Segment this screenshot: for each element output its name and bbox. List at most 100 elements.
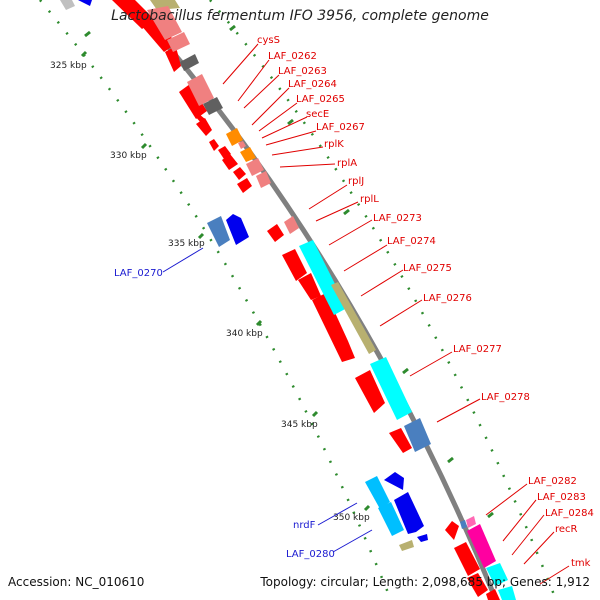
leader-line [237, 59, 270, 102]
gene-arrow [299, 240, 347, 315]
gene-arrow [284, 216, 299, 234]
gene-arrow [467, 524, 496, 568]
gene-label-LAF-0264: LAF_0264 [288, 79, 337, 90]
gene-arrow [147, 6, 182, 40]
reverse-gene-labels: cysS LAF_0262 LAF_0263 LAF_0264 LAF_0265… [222, 35, 594, 585]
gene-arrow [331, 282, 376, 354]
gene-label-LAF-0263: LAF_0263 [278, 66, 327, 77]
leader-line [315, 201, 359, 222]
leader-line [308, 184, 348, 210]
leader-line [317, 502, 358, 526]
tick-mark [84, 30, 91, 38]
gene-arrow [233, 167, 246, 180]
gene-arrow [180, 54, 199, 71]
gene-label-LAF-0270: LAF_0270 [114, 268, 163, 279]
gene-arrow [140, 14, 176, 52]
gene-label-rplA: rplA [337, 158, 357, 169]
forward-strand-features [60, 0, 428, 551]
tick-mark [363, 504, 371, 512]
gene-label-LAF-0276: LAF_0276 [423, 293, 472, 304]
gene-arrow [365, 476, 390, 509]
gene-arrow [498, 586, 516, 600]
gene-label-LAF-0274: LAF_0274 [387, 236, 436, 247]
gene-arrow [165, 47, 181, 72]
gene-label-LAF-0265: LAF_0265 [296, 94, 345, 105]
gene-arrow [404, 418, 431, 452]
gene-arrow [389, 428, 412, 453]
tick-mark [311, 410, 319, 418]
accession-text: Accession: NC_010610 [8, 575, 145, 589]
gene-arrow [267, 224, 284, 242]
tick-label: 325 kbp [50, 61, 87, 71]
gene-arrow [445, 521, 459, 540]
forward-gene-labels: LAF_0270 nrdF LAF_0280 [114, 247, 373, 560]
gene-label-LAF-0277: LAF_0277 [453, 344, 502, 355]
leader-line [409, 351, 453, 377]
leader-line [162, 247, 204, 273]
leader-line [279, 163, 336, 168]
tick-mark [447, 456, 454, 464]
leader-line [436, 398, 481, 423]
gene-arrow [207, 216, 230, 247]
tick-label: 345 kbp [281, 420, 318, 430]
gene-arrow [203, 97, 223, 115]
gene-label-tmk: tmk [571, 558, 591, 569]
tick-mark [343, 208, 350, 216]
leader-line [332, 529, 373, 553]
leader-line [328, 219, 373, 246]
leader-line [523, 531, 555, 565]
gene-arrow [78, 0, 92, 6]
gene-label-rplL: rplL [360, 194, 379, 205]
tick-label: 350 kbp [333, 513, 370, 523]
gene-arrow [238, 141, 246, 149]
gene-label-LAF-0262: LAF_0262 [268, 51, 317, 62]
gene-arrow [187, 74, 214, 106]
gene-arrow [486, 589, 500, 600]
gene-arrow [466, 516, 476, 528]
gene-arrow [167, 32, 190, 52]
gene-label-LAF-0282: LAF_0282 [528, 476, 577, 487]
tick-mark [140, 142, 148, 150]
leader-line [539, 565, 570, 585]
gene-arrow [486, 563, 508, 586]
gene-label-cysS: cysS [257, 35, 280, 46]
gene-arrow [355, 370, 385, 413]
gene-label-nrdF: nrdF [293, 520, 316, 531]
gene-arrow [394, 492, 424, 534]
map-title: Lactobacillus fermentum IFO 3956, comple… [111, 8, 489, 24]
leader-line [251, 87, 290, 126]
leader-line [243, 74, 280, 109]
gene-label-rplK: rplK [324, 139, 344, 150]
tick-mark [197, 232, 205, 240]
leader-line [511, 514, 545, 556]
gene-arrow [209, 139, 219, 151]
gene-label-LAF-0283: LAF_0283 [537, 492, 586, 503]
gene-arrow [222, 154, 238, 170]
gene-arrow [282, 249, 307, 281]
gene-arrow [417, 534, 428, 542]
gene-arrow [370, 357, 412, 420]
gene-label-secE: secE [306, 109, 329, 120]
gene-label-rplJ: rplJ [348, 176, 364, 187]
leader-line [502, 499, 537, 542]
tick-mark [402, 367, 409, 375]
gene-arrow [256, 171, 271, 188]
gene-label-LAF-0280: LAF_0280 [286, 549, 335, 560]
tick-label: 340 kbp [226, 329, 263, 339]
gene-label-LAF-0275: LAF_0275 [403, 263, 452, 274]
gene-arrow [378, 502, 404, 536]
gene-label-LAF-0267: LAF_0267 [316, 122, 365, 133]
ruler: 325 kbp 330 kbp 335 kbp 340 kbp 345 kbp … [39, 0, 558, 600]
gene-arrow [226, 214, 249, 245]
topology-text: Topology: circular; Length: 2,098,685 bp… [260, 575, 590, 589]
gene-arrow [240, 147, 256, 162]
gene-arrow [179, 84, 207, 119]
tick-mark [255, 319, 263, 327]
gene-arrow [298, 273, 321, 300]
leader-line [265, 130, 317, 146]
gene-label-LAF-0284: LAF_0284 [545, 508, 594, 519]
leader-line [271, 146, 324, 156]
tick-mark [287, 118, 294, 126]
leader-line [360, 269, 404, 297]
